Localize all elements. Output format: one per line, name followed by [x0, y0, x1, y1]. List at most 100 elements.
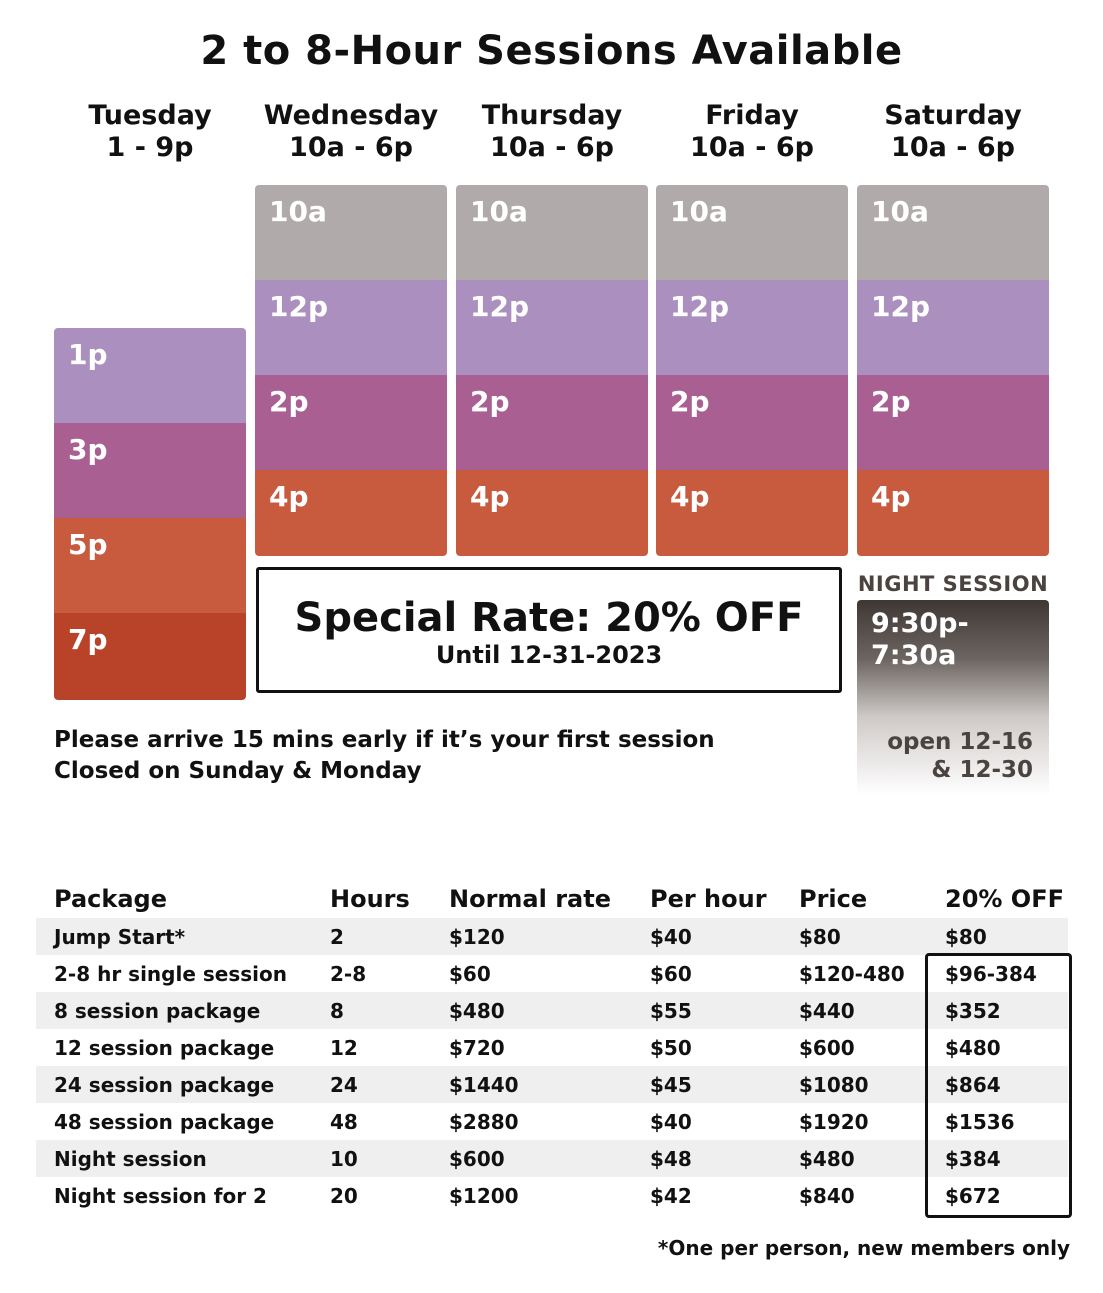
table-row: 8 session package 8 $480 $55 $440 $352 [36, 992, 1068, 1029]
table-row: Jump Start* 2 $120 $40 $80 $80 [36, 918, 1068, 955]
table-cell: 48 session package [54, 1109, 275, 1134]
table-cell: 48 [330, 1109, 358, 1134]
time-slot[interactable]: 12p [656, 280, 848, 375]
table-cell: $480 [799, 1140, 945, 1177]
table-cell: $1536 [945, 1109, 1015, 1134]
day-name: Thursday [481, 100, 623, 131]
table-cell: $600 [799, 1035, 855, 1060]
table-row: 2-8 hr single session 2-8 $60 $60 $120-4… [36, 955, 1068, 992]
note-arrive-early: Please arrive 15 mins early if it’s your… [54, 727, 715, 753]
notes: Please arrive 15 mins early if it’s your… [54, 725, 715, 787]
table-cell: 12 [330, 1035, 358, 1060]
special-rate-until: Until 12-31-2023 [435, 641, 663, 669]
time-slot[interactable]: 2p [255, 375, 447, 470]
night-time-start: 9:30p- [871, 608, 969, 639]
table-cell: $60 [449, 961, 491, 986]
time-slot[interactable]: 10a [456, 185, 648, 280]
table-cell: $45 [650, 1066, 799, 1103]
time-slot[interactable]: 4p [255, 470, 447, 556]
column-header: Hours [330, 885, 410, 913]
time-slot[interactable]: 12p [456, 280, 648, 375]
time-slot[interactable]: 7p [54, 613, 246, 700]
table-cell: 8 [330, 992, 449, 1029]
table-cell: $480 [449, 992, 650, 1029]
table-cell: $55 [650, 992, 799, 1029]
table-cell: $1200 [449, 1183, 519, 1208]
footnote: *One per person, new members only [657, 1236, 1070, 1260]
table-row: 48 session package 48 $2880 $40 $1920 $1… [36, 1103, 1068, 1140]
table-row: 12 session package 12 $720 $50 $600 $480 [36, 1029, 1068, 1066]
table-cell: $2880 [449, 1109, 519, 1134]
time-slot[interactable]: 4p [456, 470, 648, 556]
table-cell: $600 [449, 1140, 650, 1177]
table-cell: $1080 [799, 1066, 945, 1103]
table-cell: $720 [449, 1035, 505, 1060]
day-hours: 1 - 9p [106, 132, 194, 163]
table-cell: $50 [650, 1035, 692, 1060]
table-row: Night session for 2 20 $1200 $42 $840 $6… [36, 1177, 1068, 1214]
table-cell: 8 session package [36, 992, 330, 1029]
table-cell: 2-8 [330, 961, 367, 986]
day-hours: 10a - 6p [690, 132, 814, 163]
time-slot[interactable]: 5p [54, 518, 246, 613]
page-title: 2 to 8-Hour Sessions Available [200, 28, 903, 74]
table-cell: $40 [650, 918, 799, 955]
time-slot[interactable]: 10a [255, 185, 447, 280]
schedule-column-tuesday: 1p 3p 5p 7p [54, 328, 246, 700]
table-cell: $42 [650, 1183, 692, 1208]
night-time-end: 7:30a [871, 640, 957, 671]
table-cell: 2-8 hr single session [54, 961, 287, 986]
schedule-column-friday: 10a 12p 2p 4p [656, 185, 848, 556]
table-cell: $440 [799, 992, 945, 1029]
table-cell: $80 [799, 918, 945, 955]
column-header: Package [54, 885, 167, 913]
time-slot[interactable]: 4p [857, 470, 1049, 556]
time-slot[interactable]: 12p [857, 280, 1049, 375]
table-cell: $352 [945, 992, 1068, 1029]
table-cell: $60 [650, 961, 692, 986]
table-cell: 24 session package [36, 1066, 330, 1103]
time-slot[interactable]: 4p [656, 470, 848, 556]
table-cell: 20 [330, 1183, 358, 1208]
table-cell: $96-384 [945, 961, 1037, 986]
table-cell: $40 [650, 1109, 692, 1134]
table-cell: 10 [330, 1140, 449, 1177]
schedule-column-wednesday: 10a 12p 2p 4p [255, 185, 447, 556]
night-open-line: open 12-16 [887, 729, 1033, 755]
time-slot[interactable]: 10a [656, 185, 848, 280]
table-cell: 2 [330, 918, 449, 955]
day-header-thursday: Thursday 10a - 6p [452, 100, 652, 164]
special-rate-banner: Special Rate: 20% OFF Until 12-31-2023 [256, 567, 842, 693]
night-session-label: NIGHT SESSION [857, 572, 1049, 596]
day-name: Saturday [884, 100, 1022, 131]
time-slot[interactable]: 1p [54, 328, 246, 423]
day-hours: 10a - 6p [891, 132, 1015, 163]
day-name: Wednesday [263, 100, 439, 131]
day-header-tuesday: Tuesday 1 - 9p [50, 100, 250, 164]
table-row: 24 session package 24 $1440 $45 $1080 $8… [36, 1066, 1068, 1103]
table-header-row: Package Hours Normal rate Per hour Price… [36, 880, 1068, 918]
time-slot[interactable]: 2p [857, 375, 1049, 470]
table-cell: $1920 [799, 1109, 869, 1134]
night-session-block[interactable]: 9:30p- 7:30a open 12-16 & 12-30 [857, 600, 1049, 795]
time-slot[interactable]: 2p [456, 375, 648, 470]
table-cell: Night session for 2 [54, 1183, 267, 1208]
night-open-line: & 12-30 [931, 757, 1033, 783]
night-session-time: 9:30p- 7:30a [871, 608, 1041, 672]
time-slot[interactable]: 2p [656, 375, 848, 470]
table-cell: $80 [945, 918, 1068, 955]
time-slot[interactable]: 12p [255, 280, 447, 375]
table-cell: $48 [650, 1140, 799, 1177]
package-table: Package Hours Normal rate Per hour Price… [36, 880, 1068, 1214]
table-cell: $120 [449, 918, 650, 955]
column-header: Per hour [650, 885, 767, 913]
day-header-wednesday: Wednesday 10a - 6p [251, 100, 451, 164]
day-header-friday: Friday 10a - 6p [652, 100, 852, 164]
table-cell: Jump Start* [36, 918, 330, 955]
table-cell: Night session [36, 1140, 330, 1177]
time-slot[interactable]: 3p [54, 423, 246, 518]
table-cell: $384 [945, 1140, 1068, 1177]
table-cell: $480 [945, 1035, 1001, 1060]
time-slot[interactable]: 10a [857, 185, 1049, 280]
day-name: Tuesday [88, 100, 212, 131]
